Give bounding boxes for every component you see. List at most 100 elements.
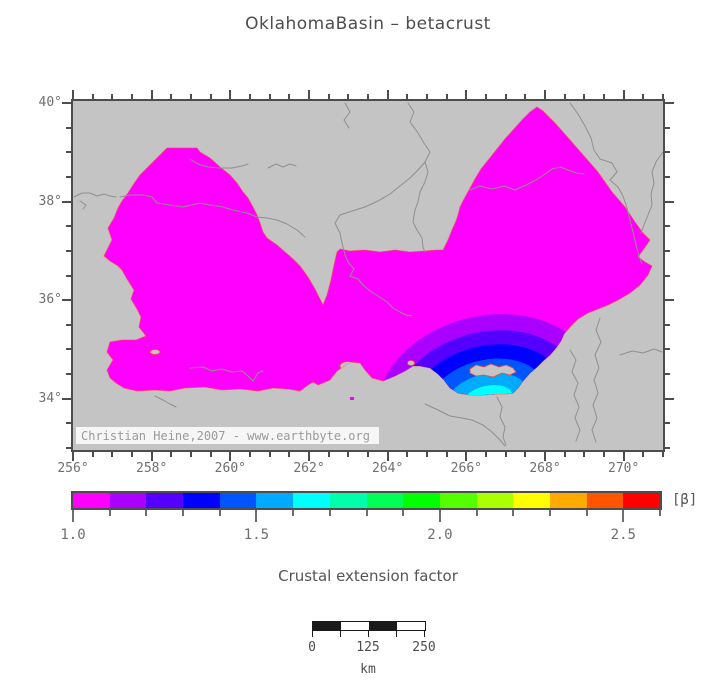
map-tick bbox=[544, 452, 546, 461]
colorbar-tick bbox=[328, 510, 331, 516]
colorbar-tick bbox=[402, 510, 405, 516]
scalebar-unit-label: km bbox=[360, 662, 376, 677]
scalebar-tick bbox=[368, 630, 369, 637]
x-tick-label: 268° bbox=[529, 461, 561, 476]
island bbox=[469, 363, 517, 378]
colorbar-segment bbox=[439, 493, 477, 508]
colorbar-segment bbox=[586, 493, 624, 508]
map-tick bbox=[66, 249, 71, 252]
map-tick bbox=[131, 94, 133, 99]
colorbar-segment bbox=[256, 493, 294, 508]
colorbar-segment bbox=[109, 493, 147, 508]
colorbar-tick-label: 2.5 bbox=[610, 527, 636, 543]
map-tick bbox=[66, 151, 71, 154]
map-tick bbox=[62, 102, 71, 104]
colorbar-tick bbox=[292, 510, 295, 516]
river bbox=[619, 348, 663, 356]
map-tick bbox=[622, 452, 625, 461]
river bbox=[591, 317, 602, 443]
map-tick bbox=[308, 452, 310, 461]
map-tick bbox=[665, 200, 674, 203]
map-tick bbox=[504, 94, 507, 99]
map-tick bbox=[66, 126, 71, 129]
map-tick bbox=[665, 397, 674, 400]
scalebar-tick bbox=[340, 630, 341, 637]
map-tick bbox=[62, 397, 71, 400]
map-tick bbox=[190, 452, 192, 457]
scalebar-segment bbox=[369, 622, 397, 630]
map-tick bbox=[662, 94, 664, 99]
colorbar-segment bbox=[403, 493, 440, 508]
map-tick bbox=[190, 94, 192, 99]
river bbox=[640, 151, 664, 234]
colorbar-tick bbox=[108, 510, 111, 516]
scalebar-segment bbox=[313, 622, 341, 630]
colorbar-tick bbox=[218, 510, 221, 516]
colorbar-caption: Crustal extension factor bbox=[278, 567, 458, 585]
colorbar bbox=[71, 491, 662, 510]
river bbox=[334, 102, 431, 317]
map-tick bbox=[665, 126, 670, 129]
map-tick bbox=[386, 90, 389, 99]
river bbox=[154, 395, 177, 408]
map-tick bbox=[91, 452, 94, 457]
map-tick bbox=[327, 94, 330, 99]
map-tick bbox=[347, 94, 350, 99]
map-tick bbox=[642, 452, 645, 457]
map-title: OklahomaBasin – betacrust bbox=[245, 14, 491, 34]
map-tick bbox=[170, 452, 173, 457]
map-tick bbox=[465, 90, 468, 99]
map-frame: Christian Heine,2007 - www.earthbyte.org bbox=[71, 99, 665, 452]
scalebar-tick-label: 250 bbox=[412, 640, 436, 655]
colorbar-tick bbox=[475, 510, 478, 516]
river bbox=[73, 192, 117, 198]
x-tick-label: 256° bbox=[57, 461, 89, 476]
map-tick bbox=[426, 452, 428, 457]
colorbar-tick-label: 1.5 bbox=[243, 527, 270, 543]
x-tick-label: 270° bbox=[608, 461, 640, 476]
colorbar-tick bbox=[512, 510, 515, 516]
map-tick bbox=[150, 452, 153, 461]
map-tick bbox=[66, 225, 71, 228]
map-tick bbox=[66, 422, 71, 425]
colorbar-segment bbox=[183, 493, 220, 508]
colorbar-segment bbox=[293, 493, 330, 508]
map-tick bbox=[544, 90, 546, 99]
contour-band-cyan bbox=[461, 385, 513, 395]
scalebar-tick-label: 125 bbox=[356, 640, 380, 655]
y-tick-label: 40° bbox=[38, 95, 62, 110]
colorbar-tick bbox=[145, 510, 148, 516]
map-tick bbox=[603, 452, 605, 457]
map-tick bbox=[563, 452, 566, 457]
map-tick bbox=[150, 90, 153, 99]
map-tick bbox=[665, 373, 670, 376]
river bbox=[569, 102, 643, 265]
map-tick bbox=[66, 447, 71, 449]
colorbar-tick bbox=[182, 510, 185, 516]
colorbar-tick bbox=[659, 510, 661, 516]
map-tick bbox=[665, 299, 674, 302]
map-tick bbox=[308, 90, 310, 99]
map-tick bbox=[249, 94, 251, 99]
river bbox=[469, 166, 585, 191]
y-tick-label: 38° bbox=[38, 193, 62, 209]
map-tick bbox=[665, 102, 674, 104]
colorbar-tick bbox=[438, 510, 441, 522]
map-tick bbox=[583, 94, 586, 99]
map-tick bbox=[665, 422, 670, 425]
map-tick bbox=[485, 452, 487, 457]
map-tick bbox=[504, 452, 507, 457]
colorbar-segment bbox=[329, 493, 367, 508]
map-tick bbox=[445, 94, 448, 99]
rivers bbox=[73, 102, 664, 447]
map-tick bbox=[665, 348, 670, 351]
map-tick bbox=[72, 452, 74, 461]
river bbox=[189, 366, 264, 382]
watermark-box bbox=[76, 427, 379, 444]
x-tick-label: 260° bbox=[214, 461, 246, 476]
map-tick bbox=[665, 175, 670, 178]
map-tick bbox=[111, 452, 114, 457]
watermark-text: Christian Heine,2007 - www.earthbyte.org bbox=[81, 429, 370, 443]
scalebar-segment bbox=[397, 622, 425, 630]
river bbox=[424, 403, 506, 447]
